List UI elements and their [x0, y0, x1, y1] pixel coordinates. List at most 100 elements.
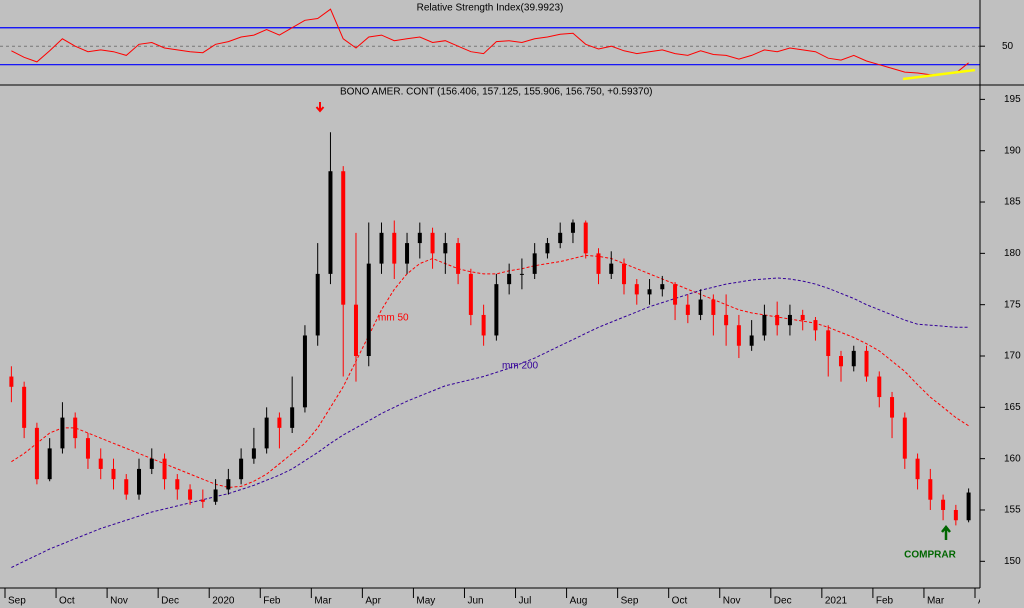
ma200-label: mm 200	[502, 361, 539, 372]
candle-body	[915, 458, 920, 480]
x-tick-label: Dec	[161, 596, 179, 607]
y-tick-label: 175	[1004, 299, 1021, 310]
candle-body	[315, 273, 320, 336]
candle-body	[226, 479, 231, 490]
x-tick-label: Feb	[876, 596, 894, 607]
y-tick-label: 150	[1004, 556, 1021, 567]
x-tick-label: May	[416, 596, 435, 607]
buy-arrow	[941, 524, 951, 540]
candle-body	[73, 417, 78, 439]
candle-body	[698, 299, 703, 315]
candle-body	[711, 299, 716, 315]
x-tick-label: Sep	[621, 596, 639, 607]
candle-body	[838, 356, 843, 367]
candle-body	[864, 350, 869, 377]
candle-body	[137, 468, 142, 495]
y-tick-label: 190	[1004, 145, 1021, 156]
candle-body	[264, 417, 269, 449]
candle-body	[609, 263, 614, 274]
x-tick-label: Dec	[774, 596, 792, 607]
buy-annotation: COMPRAR	[904, 550, 956, 561]
y-tick-label: 160	[1004, 453, 1021, 464]
x-tick-label: Apr	[365, 596, 381, 607]
candle-body	[200, 499, 205, 502]
rsi-title: Relative Strength Index(39.9923)	[417, 3, 564, 14]
y-tick-label: 50	[1002, 41, 1014, 52]
candle-body	[877, 376, 882, 398]
candle-body	[890, 397, 895, 418]
candle-body	[47, 448, 52, 480]
x-tick-label: Feb	[263, 596, 281, 607]
x-tick-label: 2020	[212, 596, 235, 607]
candle-body	[213, 489, 218, 502]
y-tick-label: 165	[1004, 402, 1021, 413]
y-tick-label: 170	[1004, 351, 1021, 362]
candle-body	[430, 232, 435, 254]
candle-body	[353, 304, 358, 357]
candle-body	[22, 386, 27, 428]
moving-average	[11, 254, 969, 488]
price-title: BONO AMER. CONT (156.406, 157.125, 155.9…	[340, 87, 653, 98]
candle-body	[787, 314, 792, 326]
candle-body	[85, 438, 90, 459]
x-tick-label: Sep	[8, 596, 26, 607]
x-tick-label: Oct	[59, 596, 75, 607]
y-tick-label: 155	[1004, 505, 1021, 516]
candle-body	[468, 273, 473, 315]
candle-body	[60, 417, 65, 449]
rsi-line	[11, 8, 969, 76]
candle-body	[251, 448, 256, 459]
candle-body	[290, 407, 295, 428]
candle-body	[494, 284, 499, 336]
candle-body	[928, 479, 933, 500]
candle-body	[685, 304, 690, 315]
x-tick-label: Nov	[723, 596, 741, 607]
candle-body	[239, 458, 244, 480]
candle-body	[34, 427, 39, 480]
candle-body	[545, 243, 550, 254]
candle-body	[647, 289, 652, 295]
candle-body	[622, 263, 627, 285]
plot-area: Sep Oct Nov Dec 2020 Feb Mar Apr May Jun Jul Aug Sep…	[0, 8, 994, 607]
candle-body	[405, 243, 410, 264]
candle-body	[302, 335, 307, 408]
candle-body	[583, 222, 588, 254]
candle-body	[98, 458, 103, 469]
x-tick-label: Jul	[519, 596, 532, 607]
candle-body	[749, 335, 754, 346]
candle-body	[532, 253, 537, 274]
y-tick-label: 185	[1004, 197, 1021, 208]
sell-arrow	[315, 102, 325, 113]
candle-body	[762, 314, 767, 336]
candle-body	[953, 509, 958, 521]
candle-body	[660, 284, 665, 290]
y-tick-label: 180	[1004, 248, 1021, 259]
candle-body	[328, 171, 333, 274]
candle-body	[558, 232, 563, 244]
candle-body	[417, 232, 422, 244]
candle-body	[673, 284, 678, 305]
candle-body	[149, 458, 154, 469]
candle-body	[596, 253, 601, 274]
trend-line	[902, 68, 976, 81]
candle-body	[277, 417, 282, 428]
x-tick-label: Aug	[570, 596, 588, 607]
candle-body	[443, 243, 448, 254]
ma50-label: mm 50	[378, 313, 409, 324]
candle-body	[175, 479, 180, 490]
candle-body	[507, 273, 512, 285]
candle-body	[826, 330, 831, 357]
x-tick-label: Nov	[110, 596, 128, 607]
candle-body	[813, 320, 818, 331]
candle-body	[481, 314, 486, 336]
x-tick-label: 2021	[825, 596, 848, 607]
candle-body	[124, 479, 129, 495]
x-tick-label: Mar	[927, 596, 945, 607]
candle-body	[379, 232, 384, 264]
x-tick-label: Mar	[314, 596, 332, 607]
candle-body	[800, 314, 805, 321]
candle-body	[162, 458, 167, 480]
candle-body	[341, 171, 346, 305]
x-tick-label: Apr	[978, 596, 994, 607]
